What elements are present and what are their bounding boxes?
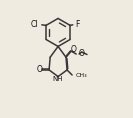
Text: O: O [78, 49, 84, 58]
Text: CH₃: CH₃ [75, 73, 87, 78]
Text: Cl: Cl [31, 20, 38, 29]
Text: NH: NH [53, 76, 63, 82]
Text: O: O [37, 65, 42, 74]
Text: F: F [75, 20, 80, 29]
Text: O: O [71, 44, 76, 54]
